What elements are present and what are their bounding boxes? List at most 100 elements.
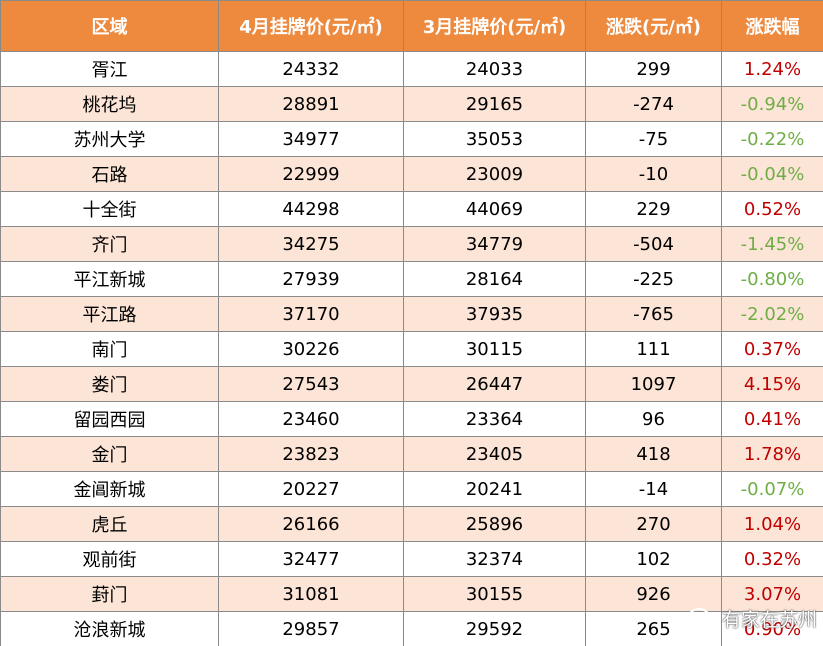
header-row: 区域 4月挂牌价(元/㎡) 3月挂牌价(元/㎡) 涨跌(元/㎡) 涨跌幅 <box>0 0 823 52</box>
cell-march-price: 35053 <box>403 121 586 157</box>
table-row: 金阊新城 20227 20241 -14 -0.07% <box>0 471 823 507</box>
cell-april-price: 23460 <box>218 401 404 437</box>
cell-change: -765 <box>585 296 722 332</box>
table-row: 沧浪新城 29857 29592 265 0.90% <box>0 611 823 646</box>
cell-march-price: 29165 <box>403 86 586 122</box>
cell-area: 齐门 <box>0 226 219 262</box>
cell-change-pct: 0.52% <box>721 191 823 227</box>
cell-area: 沧浪新城 <box>0 611 219 646</box>
cell-april-price: 30226 <box>218 331 404 367</box>
table-row: 齐门 34275 34779 -504 -1.45% <box>0 226 823 262</box>
cell-area: 金门 <box>0 436 219 472</box>
cell-april-price: 31081 <box>218 576 404 612</box>
cell-change-pct: 0.37% <box>721 331 823 367</box>
cell-march-price: 24033 <box>403 51 586 87</box>
cell-change-pct: -1.45% <box>721 226 823 262</box>
cell-change: 1097 <box>585 366 722 402</box>
cell-april-price: 32477 <box>218 541 404 577</box>
table-row: 苏州大学 34977 35053 -75 -0.22% <box>0 121 823 157</box>
cell-april-price: 23823 <box>218 436 404 472</box>
cell-change: 270 <box>585 506 722 542</box>
cell-area: 葑门 <box>0 576 219 612</box>
cell-march-price: 44069 <box>403 191 586 227</box>
header-april-price: 4月挂牌价(元/㎡) <box>218 0 404 52</box>
cell-area: 石路 <box>0 156 219 192</box>
cell-march-price: 25896 <box>403 506 586 542</box>
cell-march-price: 34779 <box>403 226 586 262</box>
table-row: 石路 22999 23009 -10 -0.04% <box>0 156 823 192</box>
cell-march-price: 23364 <box>403 401 586 437</box>
cell-march-price: 30155 <box>403 576 586 612</box>
cell-area: 胥江 <box>0 51 219 87</box>
table-row: 十全街 44298 44069 229 0.52% <box>0 191 823 227</box>
cell-change-pct: -0.07% <box>721 471 823 507</box>
cell-change-pct: -2.02% <box>721 296 823 332</box>
cell-change: 96 <box>585 401 722 437</box>
table-row: 南门 30226 30115 111 0.37% <box>0 331 823 367</box>
cell-april-price: 24332 <box>218 51 404 87</box>
cell-change: 229 <box>585 191 722 227</box>
cell-april-price: 26166 <box>218 506 404 542</box>
cell-area: 平江路 <box>0 296 219 332</box>
table-row: 虎丘 26166 25896 270 1.04% <box>0 506 823 542</box>
cell-change-pct: 1.24% <box>721 51 823 87</box>
cell-change-pct: 0.41% <box>721 401 823 437</box>
cell-march-price: 32374 <box>403 541 586 577</box>
cell-area: 桃花坞 <box>0 86 219 122</box>
cell-change: -274 <box>585 86 722 122</box>
table-row: 金门 23823 23405 418 1.78% <box>0 436 823 472</box>
cell-change: 299 <box>585 51 722 87</box>
header-area: 区域 <box>0 0 219 52</box>
cell-change: 418 <box>585 436 722 472</box>
table-row: 平江路 37170 37935 -765 -2.02% <box>0 296 823 332</box>
cell-april-price: 28891 <box>218 86 404 122</box>
table-row: 平江新城 27939 28164 -225 -0.80% <box>0 261 823 297</box>
cell-change: 265 <box>585 611 722 646</box>
cell-march-price: 30115 <box>403 331 586 367</box>
table-row: 桃花坞 28891 29165 -274 -0.94% <box>0 86 823 122</box>
cell-march-price: 26447 <box>403 366 586 402</box>
cell-change-pct: -0.94% <box>721 86 823 122</box>
cell-change-pct: 4.15% <box>721 366 823 402</box>
cell-april-price: 34977 <box>218 121 404 157</box>
cell-april-price: 20227 <box>218 471 404 507</box>
cell-april-price: 37170 <box>218 296 404 332</box>
cell-change: 102 <box>585 541 722 577</box>
header-change-pct: 涨跌幅 <box>721 0 823 52</box>
table-row: 葑门 31081 30155 926 3.07% <box>0 576 823 612</box>
table-row: 观前街 32477 32374 102 0.32% <box>0 541 823 577</box>
cell-april-price: 34275 <box>218 226 404 262</box>
cell-march-price: 28164 <box>403 261 586 297</box>
cell-area: 苏州大学 <box>0 121 219 157</box>
table-row: 留园西园 23460 23364 96 0.41% <box>0 401 823 437</box>
cell-area: 平江新城 <box>0 261 219 297</box>
cell-change-pct: -0.22% <box>721 121 823 157</box>
cell-area: 十全街 <box>0 191 219 227</box>
cell-april-price: 27939 <box>218 261 404 297</box>
table-row: 娄门 27543 26447 1097 4.15% <box>0 366 823 402</box>
cell-april-price: 27543 <box>218 366 404 402</box>
cell-area: 留园西园 <box>0 401 219 437</box>
header-march-price: 3月挂牌价(元/㎡) <box>403 0 586 52</box>
cell-area: 观前街 <box>0 541 219 577</box>
cell-march-price: 29592 <box>403 611 586 646</box>
cell-area: 南门 <box>0 331 219 367</box>
cell-area: 虎丘 <box>0 506 219 542</box>
cell-change: -75 <box>585 121 722 157</box>
cell-change-pct: -0.04% <box>721 156 823 192</box>
cell-march-price: 37935 <box>403 296 586 332</box>
header-change: 涨跌(元/㎡) <box>585 0 722 52</box>
cell-change-pct: 1.78% <box>721 436 823 472</box>
cell-change: -225 <box>585 261 722 297</box>
table-body: 胥江 24332 24033 299 1.24% 桃花坞 28891 29165 -274 -0.… <box>0 51 823 646</box>
cell-area: 娄门 <box>0 366 219 402</box>
cell-change-pct: 3.07% <box>721 576 823 612</box>
cell-march-price: 20241 <box>403 471 586 507</box>
cell-april-price: 22999 <box>218 156 404 192</box>
cell-change-pct: 1.04% <box>721 506 823 542</box>
cell-change: -14 <box>585 471 722 507</box>
cell-change-pct: 0.90% <box>721 611 823 646</box>
cell-change: 111 <box>585 331 722 367</box>
